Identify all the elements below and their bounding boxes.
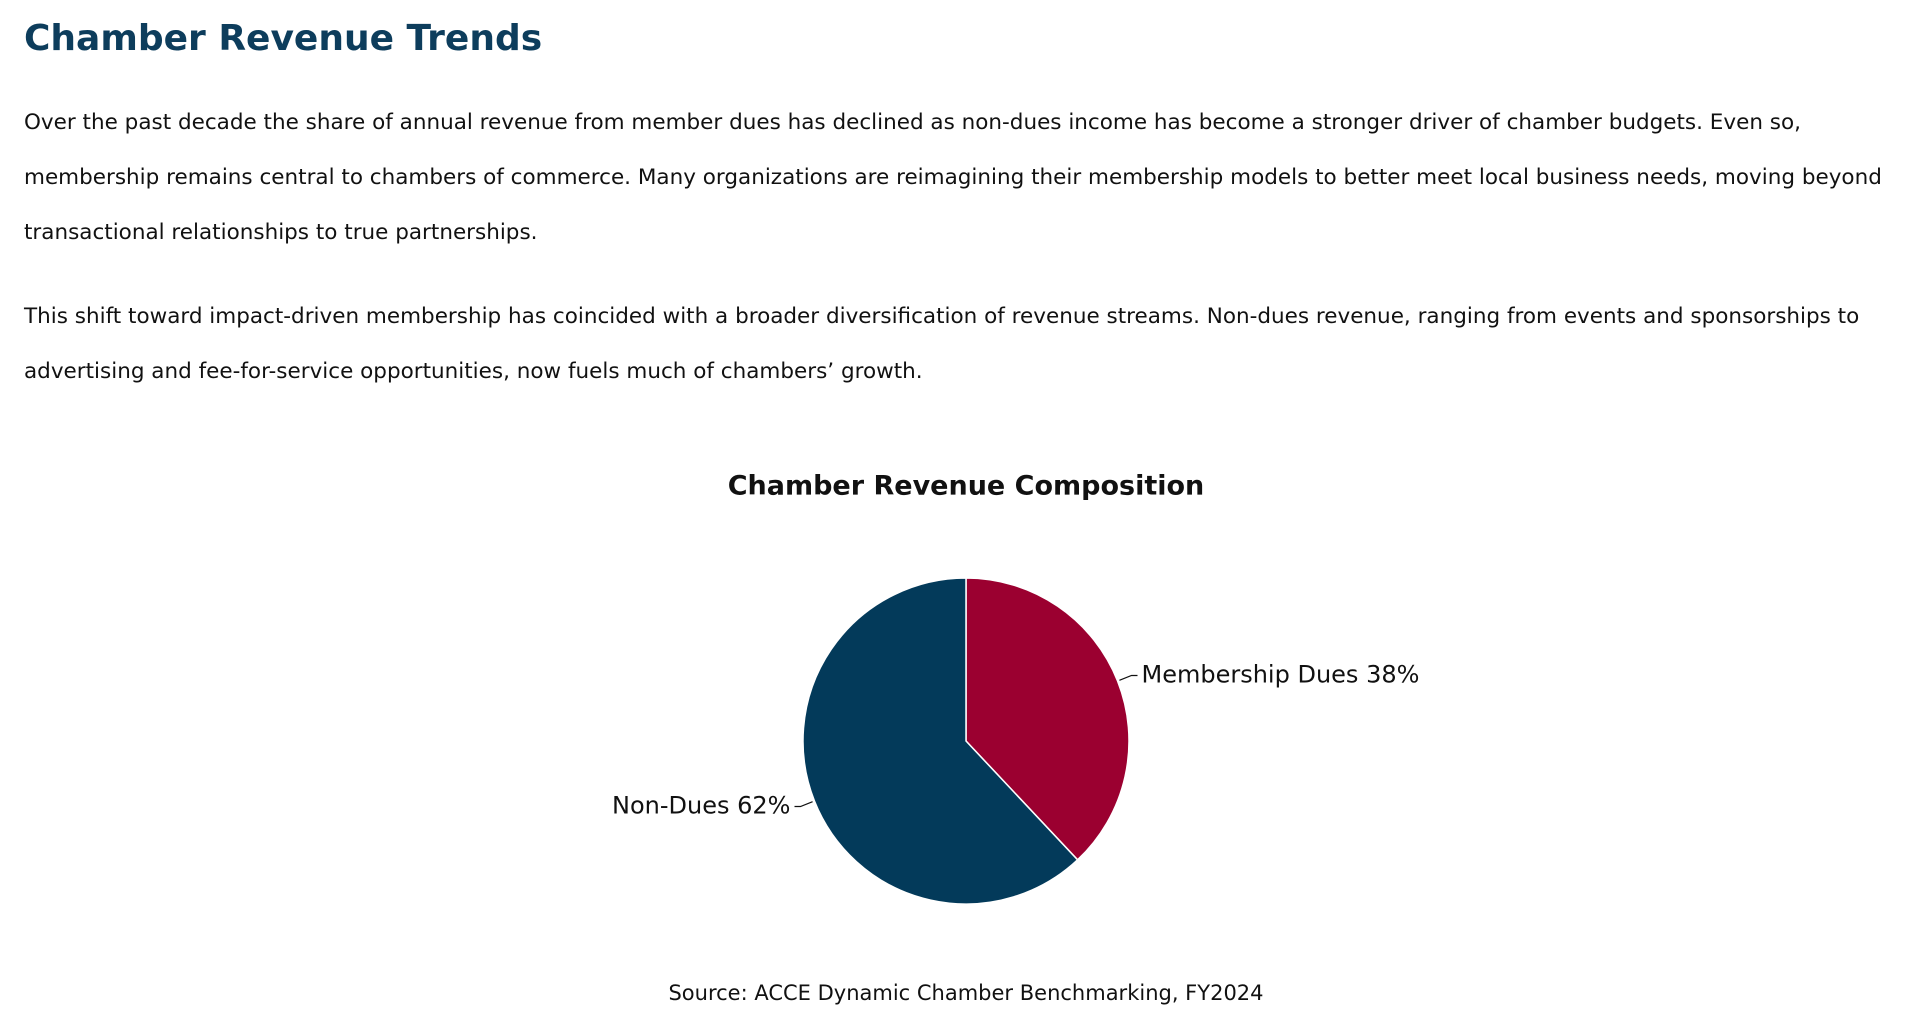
label-value: 38%	[1366, 660, 1419, 688]
leader-line	[1119, 674, 1138, 681]
label-value: 62%	[737, 792, 790, 820]
label-name: Non-Dues	[612, 792, 729, 820]
pie-slice	[965, 577, 1130, 861]
paragraph: Over the past decade the share of annual…	[24, 110, 1882, 245]
label-name: Membership Dues	[1142, 660, 1359, 688]
chart-title: Chamber Revenue Composition	[728, 471, 1205, 502]
chart-source: Source: ACCE Dynamic Chamber Benchmarkin…	[668, 981, 1263, 1005]
slice-label: Non-Dues 62%	[612, 792, 790, 820]
slice-label: Membership Dues 38%	[1142, 660, 1420, 688]
page-title: Chamber Revenue Trends	[24, 18, 543, 59]
pie-slice	[802, 577, 1079, 905]
leader-line	[794, 801, 813, 808]
paragraph: This shift toward impact-driven membersh…	[24, 304, 1860, 384]
